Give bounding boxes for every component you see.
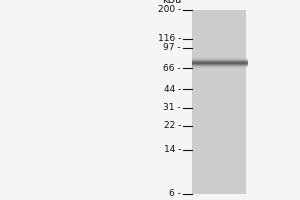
Text: 200 -: 200 - (158, 5, 181, 15)
Text: 66 -: 66 - (164, 64, 181, 73)
Text: 31 -: 31 - (164, 103, 181, 112)
Text: 14 -: 14 - (164, 145, 181, 154)
Bar (192, 10, 246, 194)
Text: 116 -: 116 - (158, 34, 181, 43)
Text: kDa: kDa (162, 0, 181, 5)
Text: 22 -: 22 - (164, 121, 181, 130)
Text: 44 -: 44 - (164, 85, 181, 94)
Text: 97 -: 97 - (164, 43, 181, 52)
Text: 6 -: 6 - (169, 190, 181, 198)
